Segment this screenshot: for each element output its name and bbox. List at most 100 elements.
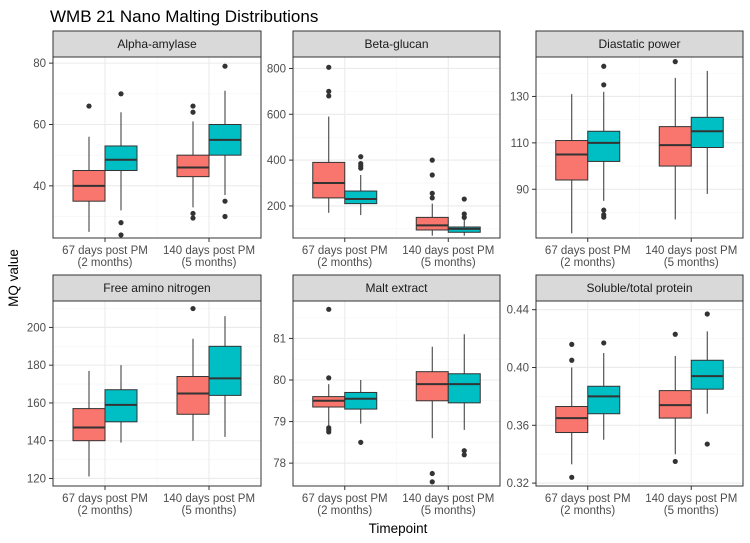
y-tick-label: 600 <box>267 109 286 121</box>
x-tick-label: (2 months) <box>560 505 615 517</box>
outlier-point <box>569 341 575 347</box>
x-tick-label: (5 months) <box>664 257 719 269</box>
strip-label-soluble-total-protein: Soluble/total protein <box>586 281 692 295</box>
y-axis-title: MQ value <box>6 249 21 307</box>
outlier-point <box>326 93 332 99</box>
outlier-point <box>461 448 467 454</box>
box-beta-glucan-0 <box>312 64 346 213</box>
outlier-point <box>222 198 228 204</box>
box-body <box>415 371 449 402</box>
box-alpha-amylase-2 <box>176 103 210 221</box>
panel-diastatic-power: Diastatic power 90 110 130 67 days post PM(2… <box>510 30 744 269</box>
box-beta-glucan-2 <box>415 157 449 236</box>
strip-label-beta-glucan: Beta-glucan <box>364 37 428 51</box>
y-tick-label: 200 <box>27 322 46 334</box>
box-body <box>690 359 724 390</box>
box-body <box>72 408 106 442</box>
outlier-point <box>326 375 332 381</box>
outlier-point <box>429 172 435 178</box>
panel-border <box>292 56 501 239</box>
x-tick-label: (5 months) <box>421 505 476 517</box>
panel-beta-glucan: Beta-glucan 200 400 600 800 67 days post PM(2… <box>267 30 501 269</box>
outlier-point <box>190 109 196 115</box>
box-alpha-amylase-3 <box>208 63 242 220</box>
outlier-point <box>601 340 607 346</box>
outlier-point <box>569 474 575 480</box>
outlier-point <box>704 311 710 317</box>
outlier-point <box>326 88 332 94</box>
outlier-point <box>326 64 332 70</box>
y-tick-label: 0.36 <box>507 420 529 432</box>
y-tick-label: 0.40 <box>507 362 529 374</box>
outlier-point <box>358 165 364 171</box>
outlier-point <box>118 91 124 97</box>
x-tick-label: 67 days post PM <box>302 493 388 505</box>
outlier-point <box>190 210 196 217</box>
panel-soluble-total-protein: Soluble/total protein 0.32 0.36 0.40 0.44 67 … <box>507 274 744 517</box>
x-tick-label: (5 months) <box>664 505 719 517</box>
outlier-point <box>86 103 92 109</box>
box-body <box>344 190 378 205</box>
outlier-point <box>326 306 332 312</box>
x-tick-label: (5 months) <box>182 257 237 269</box>
box-body <box>176 154 210 178</box>
box-free-amino-nitrogen-1 <box>104 365 138 443</box>
x-tick-label: (2 months) <box>560 257 615 269</box>
y-tick-label: 180 <box>27 360 46 372</box>
outlier-point <box>429 479 435 485</box>
panel-alpha-amylase: Alpha-amylase 40 60 80 67 days post PM(2 mon… <box>33 30 262 269</box>
y-tick-label: 200 <box>267 201 286 213</box>
y-tick-label: 110 <box>511 138 529 150</box>
outlier-point <box>601 63 607 69</box>
x-tick-label: 140 days post PM <box>645 493 737 505</box>
panel-free-amino-nitrogen: Free amino nitrogen 120 140 160 180 200 67 day… <box>27 274 262 517</box>
outlier-point <box>704 441 710 447</box>
x-tick-label: 67 days post PM <box>62 245 148 257</box>
y-tick-label: 40 <box>33 181 46 193</box>
outlier-point <box>429 157 435 163</box>
x-tick-label: 140 days post PM <box>645 245 737 257</box>
box-alpha-amylase-0 <box>72 103 106 232</box>
box-body <box>690 116 724 149</box>
box-soluble-total-protein-0 <box>555 341 589 480</box>
outlier-point <box>222 213 228 220</box>
x-tick-label: (5 months) <box>182 505 237 517</box>
x-tick-label: 67 days post PM <box>545 493 631 505</box>
outlier-point <box>601 214 607 220</box>
outlier-point <box>358 154 364 160</box>
outlier-point <box>672 331 678 337</box>
outlier-point <box>601 207 607 213</box>
box-body <box>587 130 621 162</box>
strip-free-amino-nitrogen <box>52 274 262 302</box>
x-tick-label: 140 days post PM <box>163 245 255 257</box>
y-tick-label: 60 <box>33 119 46 131</box>
x-tick-label: 140 days post PM <box>163 493 255 505</box>
outlier-point <box>569 357 575 363</box>
y-tick-label: 140 <box>27 436 46 448</box>
x-tick-label: 67 days post PM <box>302 245 388 257</box>
chart-title: WMB 21 Nano Malting Distributions <box>50 7 318 26</box>
x-axis-title: Timepoint <box>369 521 428 536</box>
box-body <box>555 406 589 434</box>
strip-alpha-amylase <box>52 30 262 58</box>
box-beta-glucan-3 <box>447 196 481 236</box>
box-diastatic-power-1 <box>587 63 621 220</box>
strip-malt-extract <box>292 274 501 302</box>
outlier-point <box>358 439 364 445</box>
y-tick-label: 130 <box>510 91 529 103</box>
x-tick-label: (5 months) <box>421 257 476 269</box>
box-body <box>344 391 378 410</box>
y-tick-label: 160 <box>27 398 46 410</box>
outlier-point <box>429 470 435 477</box>
outlier-point <box>190 305 196 312</box>
outlier-point <box>672 458 678 465</box>
box-body <box>312 396 346 408</box>
x-tick-label: 140 days post PM <box>402 493 494 505</box>
outlier-point <box>118 232 124 238</box>
outlier-point <box>190 215 196 221</box>
x-tick-label: 67 days post PM <box>545 245 631 257</box>
y-tick-label: 80 <box>33 58 46 70</box>
outlier-point <box>429 195 435 201</box>
box-body <box>104 145 138 172</box>
